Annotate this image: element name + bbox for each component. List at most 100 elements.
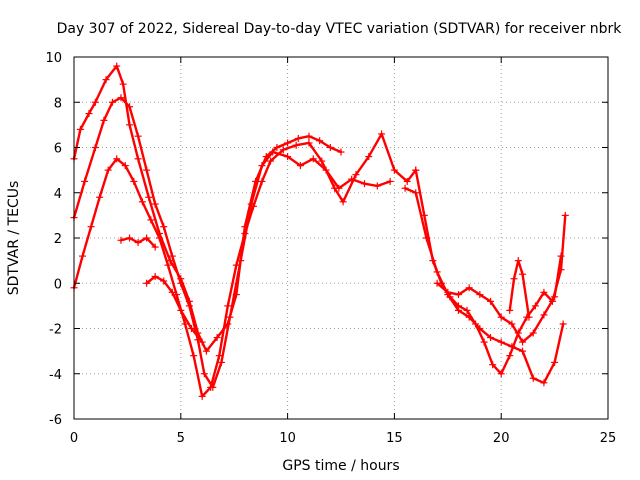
data-point-marker [160,223,168,231]
grid [74,57,608,419]
data-point-marker [365,153,373,161]
data-point-marker [487,297,495,305]
series-track-3 [70,130,420,400]
data-point-marker [138,198,146,206]
data-point-marker [331,184,339,192]
data-point-marker [487,334,495,342]
data-point-marker [551,358,559,366]
data-point-marker [318,157,326,165]
data-point-marker [151,272,159,280]
data-point-marker [81,177,89,185]
data-point-marker [258,177,266,185]
series-line [72,64,343,353]
series-track-4 [117,234,159,251]
data-point-marker [390,166,398,174]
data-point-marker [267,157,275,165]
data-point-marker [134,132,142,140]
y-tick-label: 10 [45,51,62,66]
data-point-marker [164,261,172,269]
data-point-marker [326,144,334,151]
y-tick-label: 4 [54,187,62,202]
data-point-marker [217,358,225,366]
y-tick-label: -2 [49,323,62,338]
data-point-marker [134,155,142,163]
data-point-marker [177,279,185,287]
data-point-marker [284,139,292,147]
data-point-marker [519,338,527,346]
data-point-marker [433,268,441,276]
data-point-marker [102,76,110,84]
x-axis-label: GPS time / hours [282,458,399,474]
data-point-marker [465,313,473,321]
data-point-marker [352,171,360,179]
data-point-marker [540,311,548,319]
data-point-marker [198,338,206,346]
data-point-marker [151,243,159,251]
data-point-marker [145,193,153,201]
data-point-marker [540,379,548,387]
data-point-marker [519,270,527,278]
data-point-marker [403,177,411,185]
data-point-marker [551,293,559,301]
data-point-marker [433,279,441,287]
data-point-marker [241,229,249,237]
data-point-marker [386,177,394,185]
data-point-marker [305,139,313,147]
data-point-marker [155,234,163,242]
data-point-marker [185,302,193,310]
data-point-marker [506,306,514,314]
data-point-marker [113,62,121,70]
data-point-marker [294,134,302,142]
data-point-marker [454,306,462,314]
series-track-8 [433,252,565,346]
data-point-marker [134,239,142,247]
data-point-marker [232,261,240,269]
x-tick-labels: 0 5 10 15 20 25 [70,431,616,446]
data-point-marker [316,137,324,145]
data-point-marker [269,148,277,156]
data-point-marker [401,184,409,192]
y-tick-labels: -6 -4 -2 0 2 4 6 8 10 [45,51,62,428]
data-point-marker [87,223,95,231]
series-track-2 [70,94,394,391]
data-point-marker [378,130,386,138]
data-point-marker [296,162,304,170]
data-point-marker [143,279,151,287]
data-point-marker [337,148,345,156]
data-series [70,62,569,400]
data-point-marker [121,162,129,170]
data-point-marker [508,343,516,351]
data-point-marker [305,132,313,140]
data-point-marker [181,320,189,328]
data-point-marker [444,288,452,296]
data-point-marker [360,180,368,188]
data-point-marker [249,202,257,210]
data-point-marker [412,189,420,197]
data-point-marker [284,153,292,161]
data-point-marker [561,211,569,219]
data-point-marker [79,252,87,260]
series-track-9 [506,257,533,321]
data-point-marker [168,252,176,260]
data-point-marker [557,252,565,260]
y-tick-label: 8 [54,96,62,111]
data-point-marker [273,144,281,151]
data-point-marker [489,361,497,369]
series-track-5 [143,272,206,346]
data-point-marker [104,166,112,174]
data-point-marker [339,198,347,206]
data-point-marker [529,374,537,382]
data-point-marker [454,291,462,299]
data-point-marker [85,110,93,118]
data-point-marker [559,320,567,328]
series-track-7 [401,184,567,387]
data-point-marker [213,334,221,342]
data-point-marker [465,284,473,292]
data-point-marker [506,352,514,360]
data-point-marker [525,313,533,321]
x-tick-label: 20 [493,431,510,446]
x-tick-label: 10 [279,431,296,446]
x-tick-label: 5 [177,431,185,446]
data-point-marker [476,291,484,299]
